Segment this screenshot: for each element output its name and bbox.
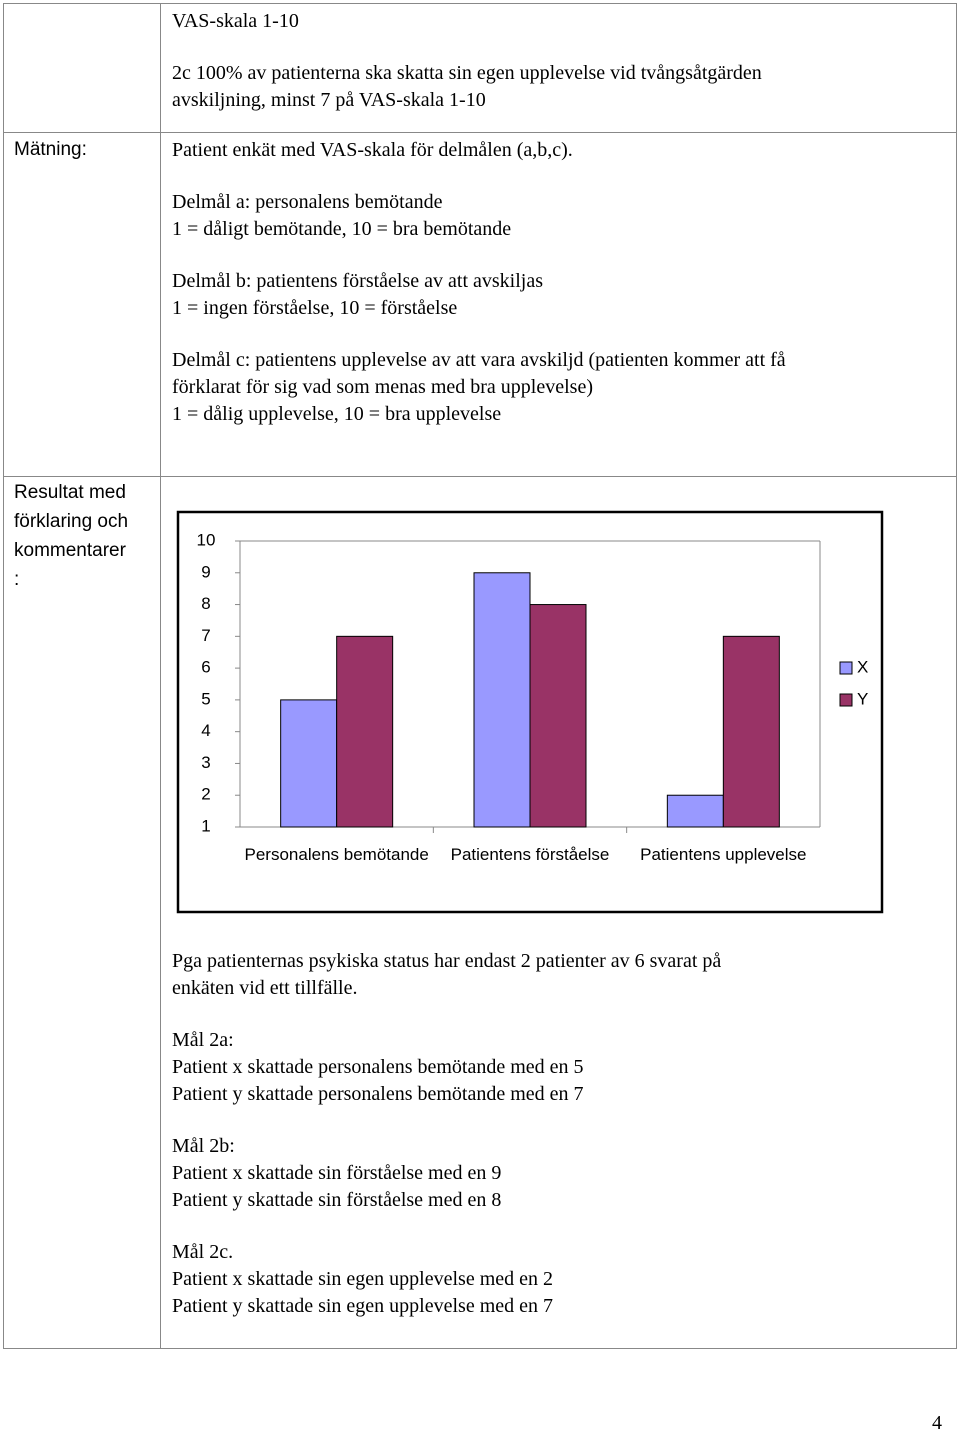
y-tick-label: 8 — [201, 594, 210, 613]
legend-swatch — [839, 661, 853, 675]
legend-swatch — [839, 693, 853, 707]
text-line: VAS-skala 1-10 — [172, 10, 299, 32]
paragraph: VAS-skala 1-10 — [172, 8, 956, 35]
paragraph: Delmål c: patientens upplevelse av att v… — [172, 347, 956, 428]
text-line: 2c 100% av patienterna ska skatta sin eg… — [172, 62, 762, 84]
y-tick-label: 3 — [201, 753, 210, 772]
paragraph: Pga patienternas psykiska status har end… — [172, 948, 956, 1002]
cell: Mätning: — [3, 132, 161, 477]
text-line: Patient x skattade sin förståelse med en… — [172, 1162, 502, 1184]
x-tick-label: Patientens förståelse — [450, 845, 610, 864]
text-line: Mål 2a: — [172, 1029, 234, 1051]
text-line: Patient enkät med VAS-skala för delmålen… — [172, 139, 573, 161]
cell: VAS-skala 1-10 2c 100% av patienterna ska… — [160, 3, 957, 133]
bar — [280, 699, 338, 828]
bar — [529, 604, 587, 828]
text-line: Delmål a: personalens bemötande — [172, 191, 443, 213]
legend-label: Y — [857, 689, 868, 708]
paragraph: Mål 2c. Patient x skattade sin egen upple… — [172, 1239, 956, 1320]
text-line: enkäten vid ett tillfälle. — [172, 977, 358, 999]
chart: 1 2 3 4 5 6 7 8 9 10 Personalens bemötande Patiente… — [176, 510, 884, 914]
y-tick-label: 5 — [201, 689, 210, 708]
paragraph: Mål 2a: Patient x skattade personalens be… — [172, 1027, 956, 1108]
cell — [3, 3, 161, 133]
text-line: Patient y skattade personalens bemötande… — [172, 1083, 584, 1105]
bar — [666, 794, 724, 828]
x-tick-label-box: Patientens upplevelse — [640, 845, 807, 864]
page-number: 4 — [932, 1412, 942, 1434]
paragraph: Delmål a: personalens bemötande 1 = dålig… — [172, 189, 956, 243]
text-line: avskiljning, minst 7 på VAS-skala 1-10 — [172, 89, 486, 111]
text-line: Mål 2b: — [172, 1135, 235, 1157]
y-tick-label: 9 — [201, 562, 210, 581]
y-tick-label: 7 — [201, 626, 210, 645]
cell: Pga patienternas psykiska status har end… — [160, 476, 957, 1349]
text-line: Patient y skattade sin egen upplevelse m… — [172, 1295, 554, 1317]
text-line: Patient x skattade personalens bemötande… — [172, 1056, 584, 1078]
row-label: förklaring och — [14, 511, 129, 532]
row-label: Mätning: — [14, 139, 87, 160]
text-line: 1 = ingen förståelse, 10 = förståelse — [172, 297, 458, 319]
text-line: Pga patienternas psykiska status har end… — [172, 950, 722, 972]
text-line: 1 = dålig upplevelse, 10 = bra upplevels… — [172, 403, 502, 425]
y-tick-label: 6 — [201, 658, 210, 677]
paragraph: Mål 2b: Patient x skattade sin förståelse… — [172, 1133, 956, 1214]
text-line: Delmål c: patientens upplevelse av att v… — [172, 349, 786, 371]
bar — [336, 635, 394, 828]
text-line: 1 = dåligt bemötande, 10 = bra bemötande — [172, 218, 512, 240]
text-line: Mål 2c. — [172, 1241, 234, 1263]
paragraph: Delmål b: patientens förståelse av att a… — [172, 268, 956, 322]
y-tick-label: 1 — [201, 816, 210, 835]
bar — [722, 635, 780, 828]
x-tick-label: Personalens bemötande — [244, 845, 429, 864]
text-line: Patient x skattade sin egen upplevelse m… — [172, 1268, 554, 1290]
y-tick-label: 10 — [197, 530, 216, 549]
row-label: Resultat med — [14, 482, 126, 503]
row-label: kommentarer — [14, 540, 126, 561]
y-tick-label: 4 — [201, 721, 210, 740]
text-line: Patient y skattade sin förståelse med en… — [172, 1189, 502, 1211]
x-tick-label-box: Personalens bemötande — [244, 845, 429, 864]
text-line: Delmål b: patientens förståelse av att a… — [172, 270, 543, 292]
y-tick-label: 2 — [201, 785, 210, 804]
bar — [473, 572, 531, 828]
legend-label: X — [857, 657, 868, 676]
cell: Patient enkät med VAS-skala för delmålen… — [160, 132, 957, 477]
cell: Resultat med förklaring och kommentarer: — [3, 476, 161, 1349]
text-line: förklarat för sig vad som menas med bra … — [172, 376, 593, 398]
row-label: : — [14, 569, 20, 590]
paragraph: Patient enkät med VAS-skala för delmålen… — [172, 137, 956, 164]
paragraph: 2c 100% av patienterna ska skatta sin eg… — [172, 60, 956, 114]
x-tick-label: Patientens upplevelse — [640, 845, 807, 864]
x-tick-label-box: Patientens förståelse — [450, 845, 610, 864]
